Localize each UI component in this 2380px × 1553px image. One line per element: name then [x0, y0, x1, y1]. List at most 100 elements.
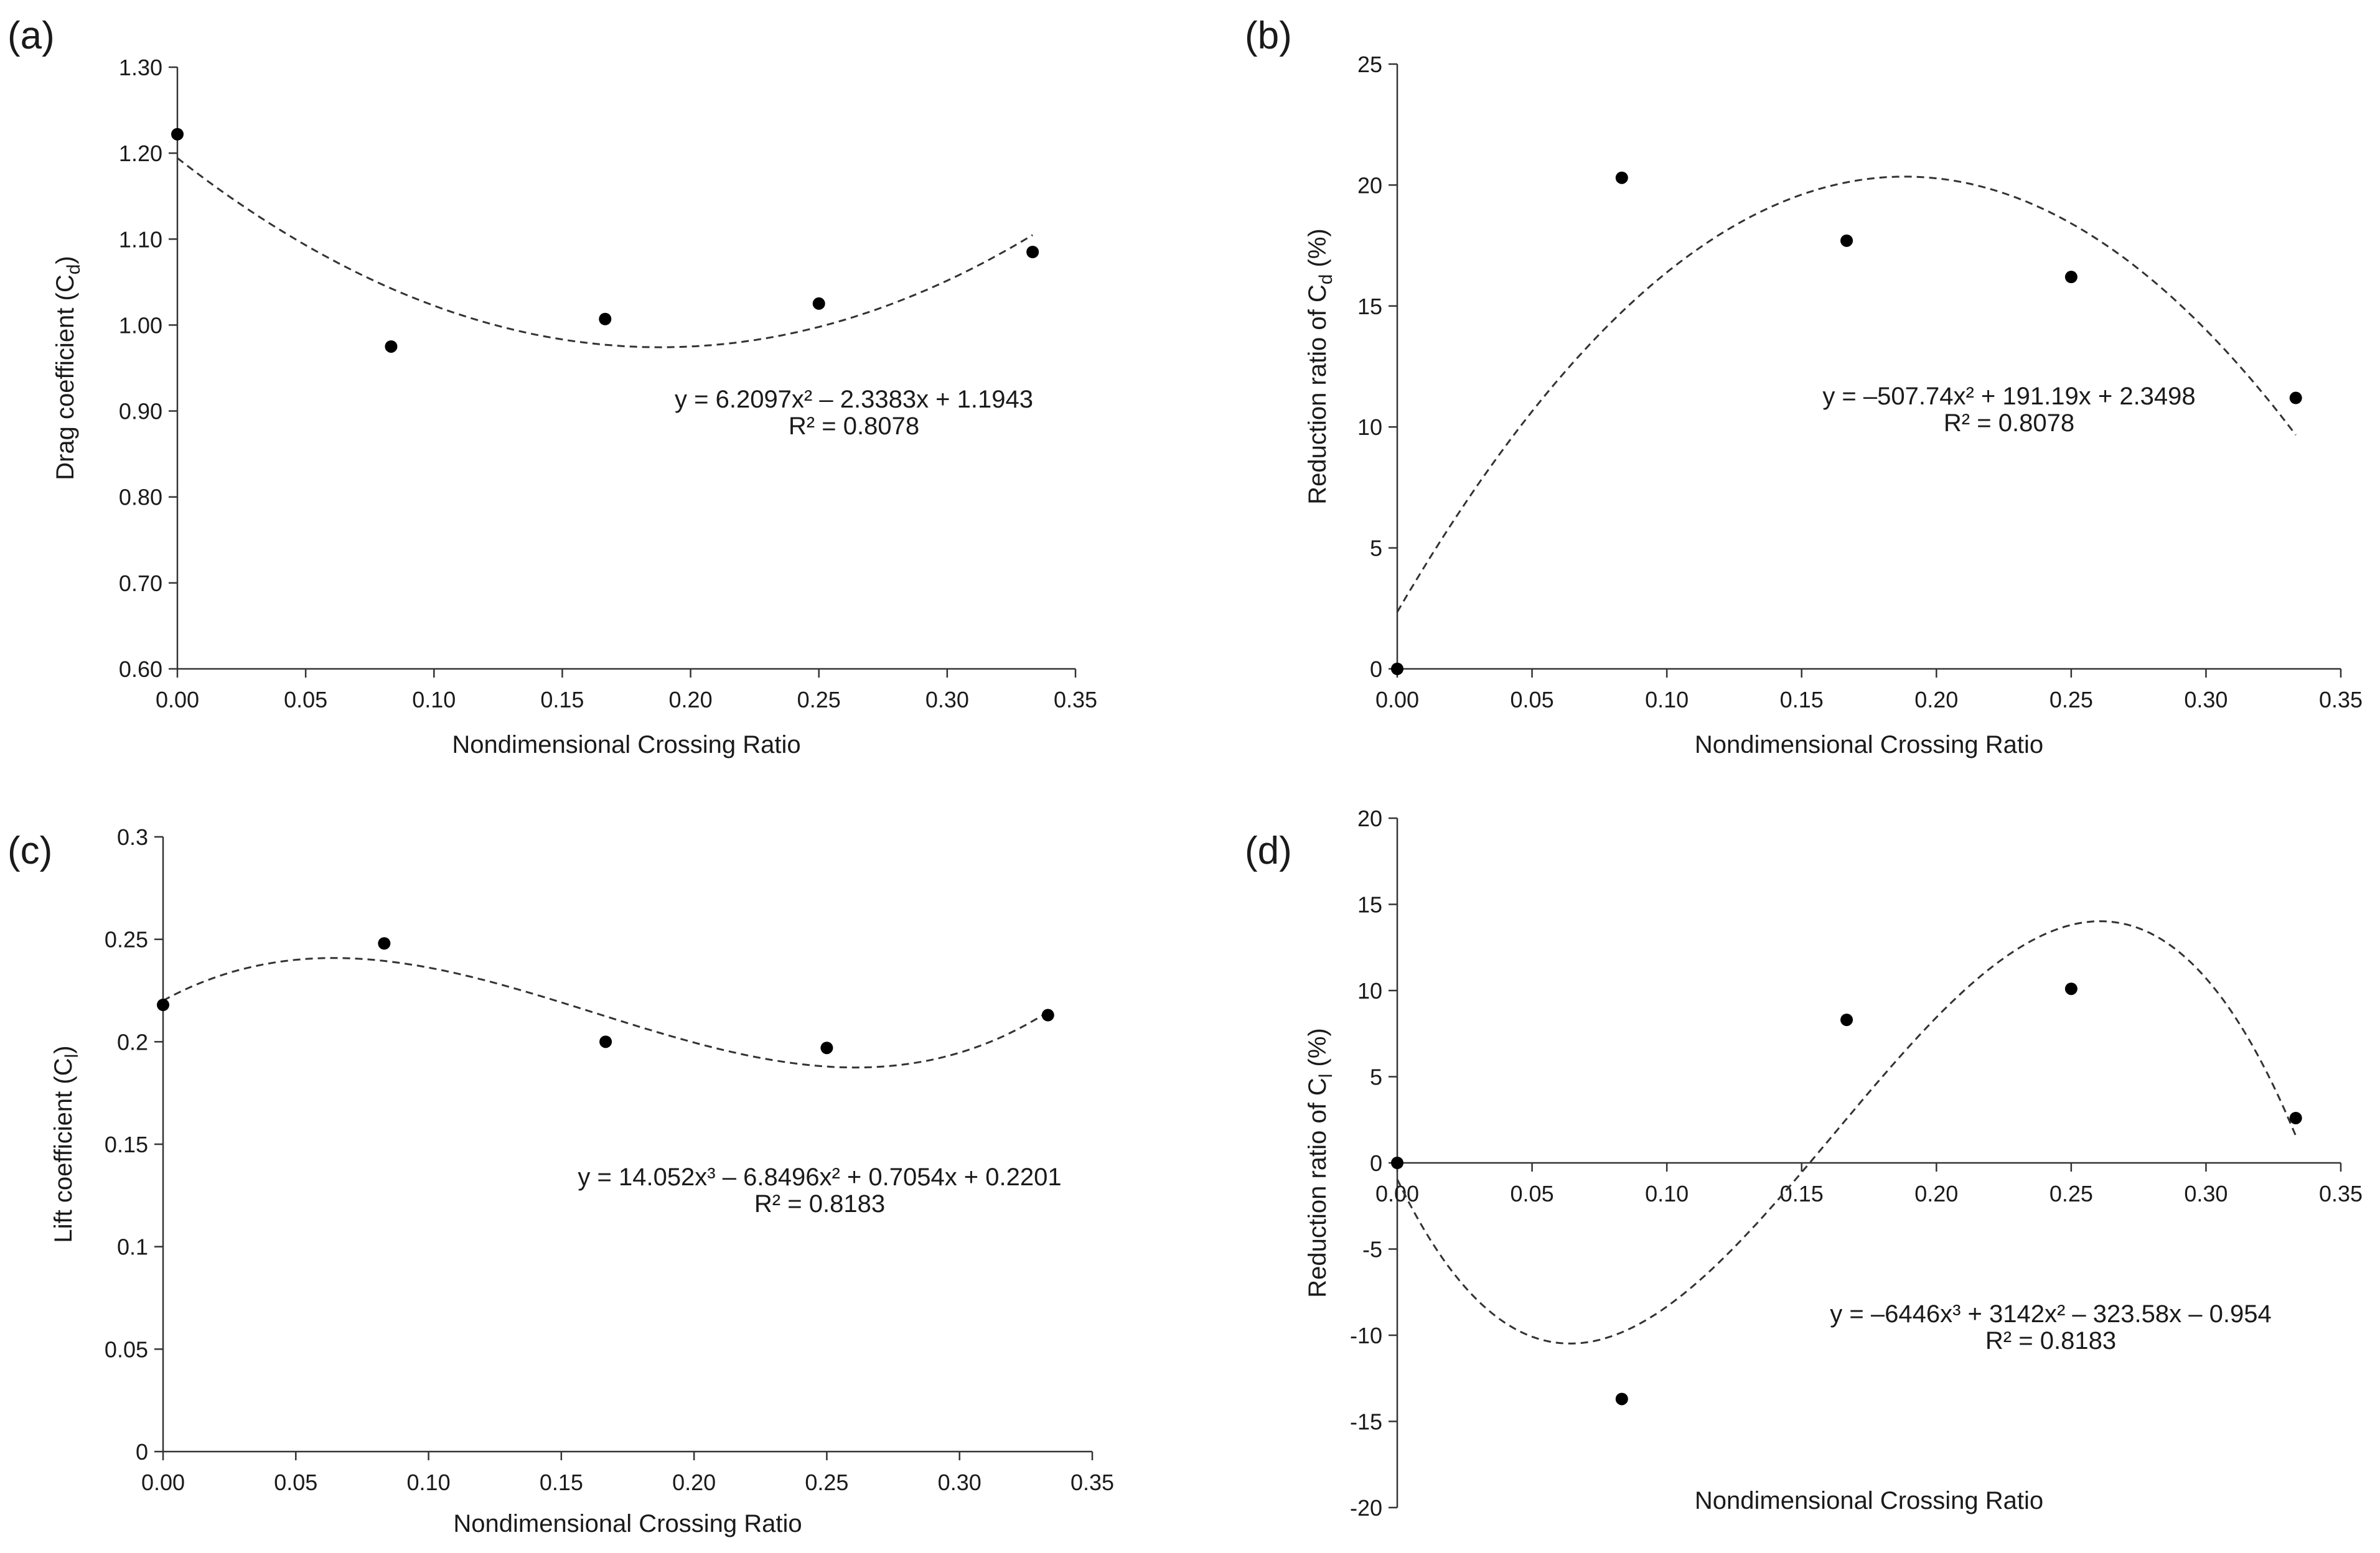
y-tick-label: 0.3: [117, 824, 148, 850]
x-axis-title: Nondimensional Crossing Ratio: [452, 731, 800, 758]
y-tick-label: 0.15: [105, 1132, 148, 1157]
x-tick-label: 0.00: [1375, 1181, 1419, 1206]
panel-2: (c) 0 0.05 0.1 0.15 0.2 0.25 0.3 0.00 0.05 0.10 0.1…: [7, 824, 1114, 1537]
x-axis-title: Nondimensional Crossing Ratio: [1695, 731, 2043, 758]
x-tick-label: 0.35: [2319, 687, 2363, 712]
y-tick-label: 20: [1357, 172, 1382, 198]
data-point: [157, 999, 169, 1012]
trend-equation: y = –507.74x² + 191.19x + 2.3498: [1822, 383, 2195, 410]
data-point: [812, 297, 825, 310]
x-tick-label: 0.15: [1780, 1181, 1824, 1206]
y-tick-label: 0.25: [105, 927, 148, 953]
trend-equation: y = 6.2097x² – 2.3383x + 1.1943: [675, 386, 1033, 413]
y-tick-label: 5: [1370, 1065, 1382, 1090]
x-tick-label: 0.25: [797, 687, 841, 712]
y-tick-label: 15: [1357, 892, 1382, 918]
data-point: [378, 937, 391, 950]
data-point: [599, 1035, 612, 1048]
data-point: [1026, 246, 1039, 259]
y-tick-label: -10: [1350, 1323, 1382, 1348]
y-axis-title: Reduction ratio of Cd (%): [1304, 228, 1336, 505]
y-tick-label: 15: [1357, 294, 1382, 319]
y-tick-label: -5: [1362, 1237, 1382, 1262]
panel-1: (b) 0 5 10 15 20 25 0.00 0.05 0.10 0.15 0.20 0.25 0.3…: [1245, 14, 2363, 758]
trendline: [177, 157, 1033, 348]
panel-label: (a): [7, 14, 55, 57]
x-tick-label: 0.10: [412, 687, 456, 712]
x-tick-label: 0.20: [1914, 1181, 1958, 1206]
x-tick-label: 0.10: [1645, 687, 1689, 712]
y-tick-label: 10: [1357, 978, 1382, 1004]
trend-equation: y = –6446x³ + 3142x² – 323.58x – 0.954: [1830, 1300, 2271, 1328]
y-tick-label: 0: [1370, 656, 1382, 682]
data-point: [1041, 1009, 1054, 1022]
x-tick-label: 0.00: [141, 1470, 185, 1495]
trendline: [1396, 175, 2297, 613]
y-tick-label: 0: [1370, 1150, 1382, 1176]
x-tick-label: 0.20: [1914, 687, 1958, 712]
data-point: [2064, 271, 2078, 284]
r-squared: R² = 0.8183: [1985, 1327, 2116, 1355]
x-tick-label: 0.30: [2184, 1181, 2228, 1206]
x-tick-label: 0.05: [1511, 687, 1554, 712]
y-tick-label: 25: [1357, 52, 1382, 77]
y-tick-label: 0.05: [105, 1336, 148, 1362]
data-point: [2289, 391, 2302, 404]
data-point: [599, 312, 612, 325]
y-tick-label: 0.80: [119, 485, 162, 510]
x-tick-label: 0.10: [407, 1470, 451, 1495]
x-tick-label: 0.05: [284, 687, 327, 712]
data-point: [1615, 1392, 1628, 1406]
data-point: [385, 340, 398, 353]
data-point: [2289, 1111, 2302, 1124]
y-axis-title: Drag coefficient (Cd): [52, 256, 84, 480]
r-squared: R² = 0.8078: [1944, 409, 2074, 437]
panel-label: (c): [7, 829, 52, 872]
panel-3: (d) -20 -15 -10 -5 0 5 10 15 20 0.00 0.05 0.10 0.15 0.…: [1245, 806, 2363, 1521]
x-tick-label: 0.35: [1071, 1470, 1114, 1495]
x-tick-label: 0.05: [274, 1470, 317, 1495]
data-point: [1840, 1014, 1853, 1027]
x-tick-label: 0.30: [938, 1470, 982, 1495]
data-point: [2064, 982, 2078, 996]
r-squared: R² = 0.8183: [754, 1190, 885, 1218]
x-tick-label: 0.25: [2050, 687, 2093, 712]
y-tick-label: -20: [1350, 1495, 1382, 1521]
trendline: [1396, 920, 2297, 1345]
trend-equation: y = 14.052x³ – 6.8496x² + 0.7054x + 0.22…: [578, 1164, 1061, 1191]
y-tick-label: 1.20: [119, 141, 162, 166]
x-tick-label: 0.05: [1511, 1181, 1554, 1206]
x-tick-label: 0.10: [1645, 1181, 1689, 1206]
x-tick-label: 0.15: [540, 1470, 583, 1495]
x-tick-label: 0.30: [2184, 687, 2228, 712]
y-tick-label: -15: [1350, 1409, 1382, 1435]
y-tick-label: 0: [136, 1439, 148, 1465]
panel-0: (a) 0.60 0.70 0.80 0.90 1.00 1.10 1.20 1.30 0.00 0…: [7, 14, 1097, 758]
y-tick-label: 0.60: [119, 656, 162, 682]
y-tick-label: 1.30: [119, 55, 162, 80]
x-tick-label: 0.20: [672, 1470, 716, 1495]
x-tick-label: 0.15: [1780, 687, 1824, 712]
trendline: [162, 957, 1049, 1069]
r-squared: R² = 0.8078: [789, 413, 919, 440]
data-point: [820, 1042, 833, 1055]
data-point: [1391, 1157, 1403, 1169]
panel-label: (b): [1245, 14, 1292, 57]
y-axis-title: Reduction ratio of Cl (%): [1304, 1028, 1336, 1298]
data-point: [171, 128, 184, 141]
y-tick-label: 1.00: [119, 312, 162, 338]
x-tick-label: 0.15: [540, 687, 584, 712]
y-tick-label: 10: [1357, 414, 1382, 440]
data-point: [1615, 171, 1628, 184]
y-tick-label: 1.10: [119, 226, 162, 252]
x-tick-label: 0.25: [805, 1470, 848, 1495]
x-tick-label: 0.00: [156, 687, 199, 712]
x-axis-title: Nondimensional Crossing Ratio: [453, 1510, 802, 1537]
y-tick-label: 0.2: [117, 1029, 148, 1055]
data-point: [1391, 663, 1403, 675]
x-tick-label: 0.25: [2050, 1181, 2093, 1206]
x-tick-label: 0.30: [925, 687, 969, 712]
panel-label: (d): [1245, 829, 1292, 872]
